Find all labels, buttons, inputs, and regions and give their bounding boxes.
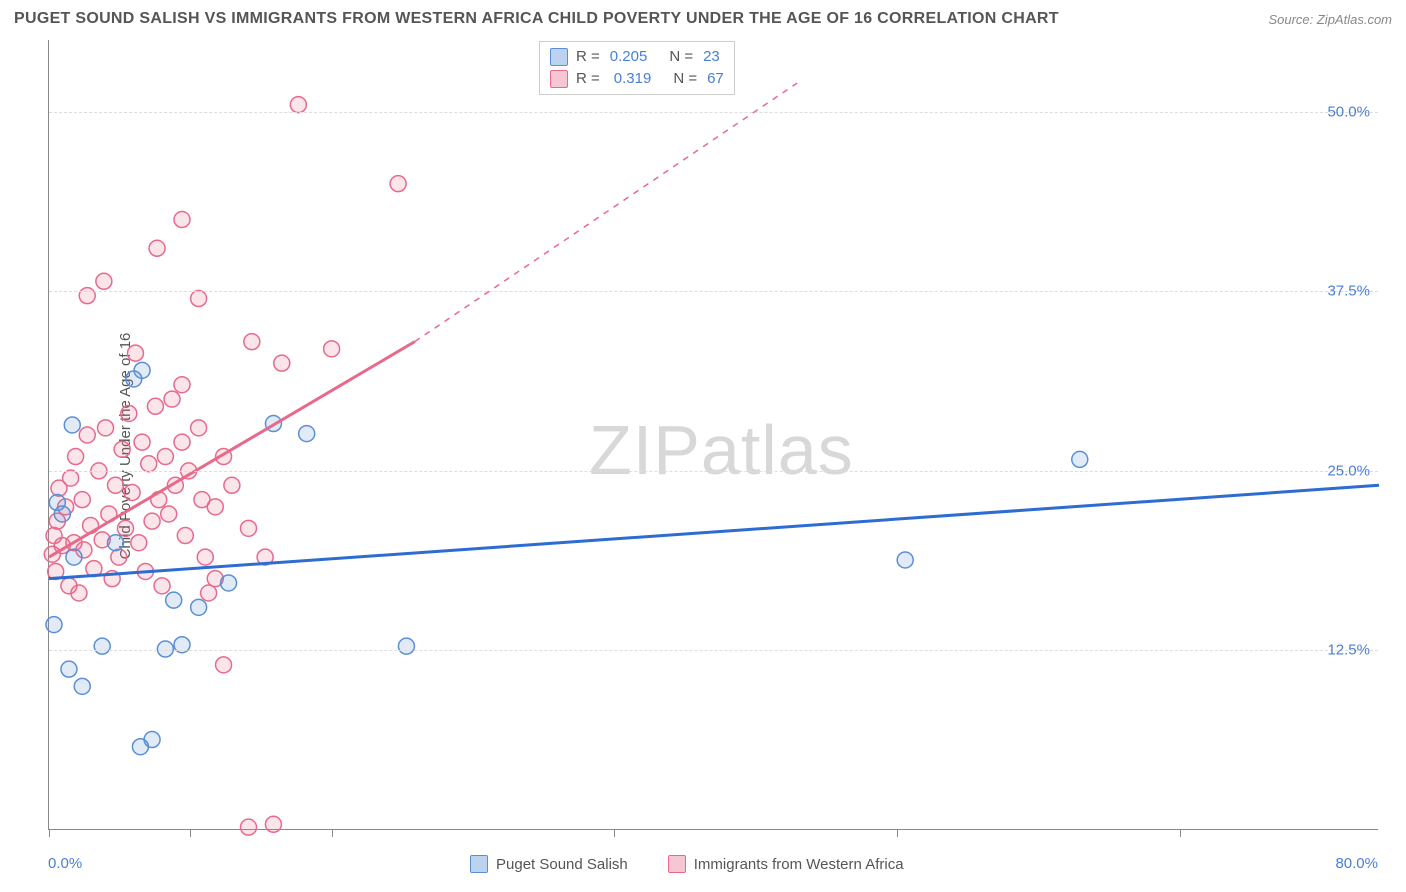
x-tick	[1180, 829, 1181, 837]
gridline	[49, 291, 1378, 292]
swatch-wafrica	[550, 70, 568, 88]
x-tick	[49, 829, 50, 837]
gridline	[49, 112, 1378, 113]
x-tick	[190, 829, 191, 837]
series-legend: Puget Sound Salish Immigrants from Weste…	[470, 855, 904, 873]
y-tick-label: 12.5%	[1327, 642, 1370, 659]
x-axis-max-label: 80.0%	[1335, 855, 1378, 872]
correlation-legend: R = 0.205 N = 23 R = 0.319 N = 67	[539, 41, 735, 95]
y-tick-label: 25.0%	[1327, 462, 1370, 479]
y-tick-label: 37.5%	[1327, 283, 1370, 300]
chart-plot-area: ZIPatlas R = 0.205 N = 23 R = 0.319 N = …	[48, 40, 1378, 830]
legend-row-salish: R = 0.205 N = 23	[550, 46, 724, 68]
x-axis-min-label: 0.0%	[48, 855, 82, 872]
chart-svg	[49, 40, 1378, 829]
x-tick	[614, 829, 615, 837]
legend-row-wafrica: R = 0.319 N = 67	[550, 68, 724, 90]
swatch-wafrica-icon	[668, 855, 686, 873]
gridline	[49, 650, 1378, 651]
source-label: Source: ZipAtlas.com	[1268, 12, 1392, 27]
chart-title: PUGET SOUND SALISH VS IMMIGRANTS FROM WE…	[14, 10, 1059, 28]
swatch-salish	[550, 48, 568, 66]
n-value-wafrica: 67	[707, 68, 724, 90]
swatch-salish-icon	[470, 855, 488, 873]
x-tick	[332, 829, 333, 837]
gridline	[49, 471, 1378, 472]
legend-item-salish: Puget Sound Salish	[470, 855, 628, 873]
n-value-salish: 23	[703, 46, 720, 68]
y-tick-label: 50.0%	[1327, 103, 1370, 120]
r-value-wafrica: 0.319	[614, 68, 652, 90]
legend-item-wafrica: Immigrants from Western Africa	[668, 855, 904, 873]
r-value-salish: 0.205	[610, 46, 648, 68]
x-tick	[897, 829, 898, 837]
